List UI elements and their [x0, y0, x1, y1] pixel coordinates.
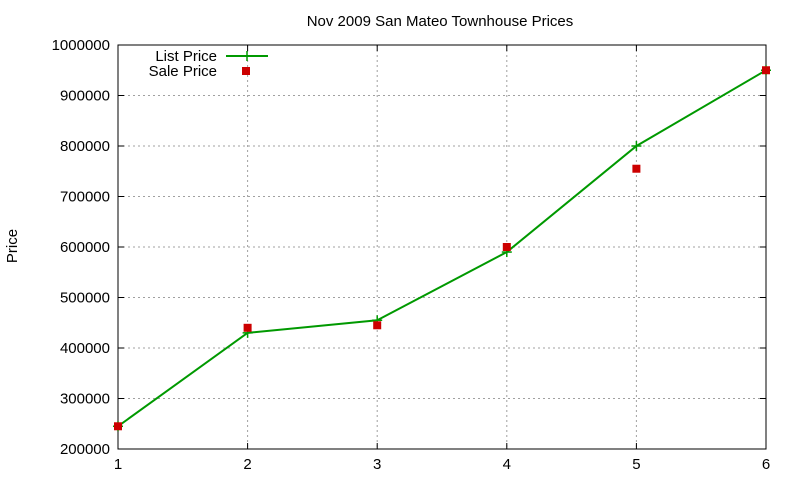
legend: List Price Sale Price [149, 48, 268, 80]
sale-price-point [243, 323, 252, 332]
sale-price-point [762, 66, 770, 75]
legend-marker-list-price [242, 51, 252, 61]
x-tick-label: 5 [632, 456, 640, 473]
y-tick-label: 900000 [60, 88, 110, 105]
x-tick-label: 1 [114, 456, 122, 473]
grid-layer [118, 45, 766, 449]
chart-title: Nov 2009 San Mateo Townhouse Prices [307, 13, 574, 30]
x-tick-label: 4 [503, 456, 511, 473]
sale-price-point [632, 164, 641, 173]
series-layer [113, 65, 771, 432]
x-tick-label: 6 [762, 456, 770, 473]
y-tick-label: 600000 [60, 239, 110, 256]
y-tick-label: 800000 [60, 138, 110, 155]
x-tick-label: 2 [243, 456, 251, 473]
y-axis-label: Price [4, 229, 21, 263]
sale-price-point [502, 243, 511, 251]
sale-price-point [114, 422, 122, 431]
y-tick-label: 200000 [60, 441, 110, 458]
x-tick-label: 3 [373, 456, 381, 473]
y-tick-label: 400000 [60, 340, 110, 357]
list-price-point [631, 141, 642, 151]
legend-marker-sale-price [242, 67, 250, 75]
sale-price-point [373, 321, 382, 330]
tick-layer: 1 2 3 4 5 6 200000 300000 400000 500000 600000 7000… [52, 37, 771, 473]
legend-label-list-price: List Price [155, 48, 217, 65]
y-tick-label: 300000 [60, 391, 110, 408]
y-tick-label: 700000 [60, 189, 110, 206]
y-tick-label: 500000 [60, 290, 110, 307]
series-line-list-price [117, 69, 767, 428]
legend-label-sale-price: Sale Price [149, 63, 217, 80]
y-tick-label: 1000000 [52, 37, 110, 54]
